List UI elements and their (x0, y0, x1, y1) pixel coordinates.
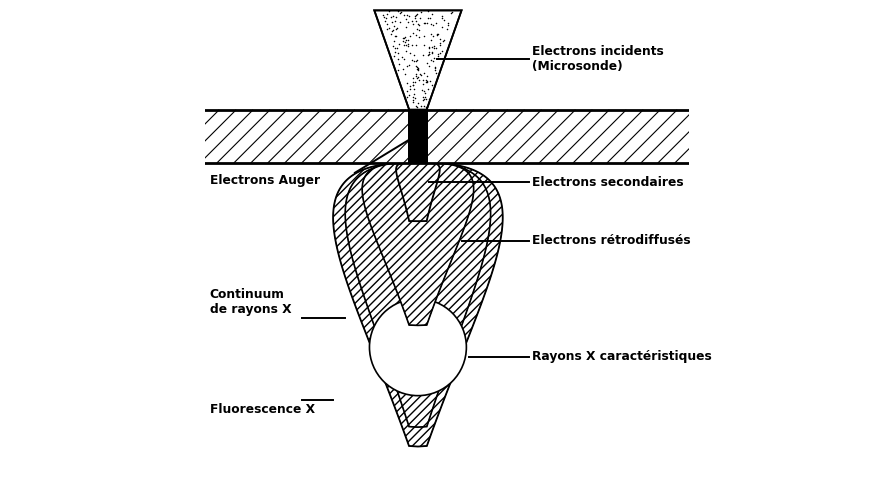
Polygon shape (396, 163, 440, 221)
Circle shape (369, 299, 467, 396)
Text: Electrons secondaires: Electrons secondaires (532, 176, 683, 189)
Text: Electrons rétrodiffusés: Electrons rétrodiffusés (532, 234, 690, 247)
Text: Electrons incidents
(Microsonde): Electrons incidents (Microsonde) (532, 45, 663, 73)
Polygon shape (375, 10, 461, 110)
Text: Fluorescence X: Fluorescence X (209, 403, 315, 416)
Polygon shape (362, 163, 474, 326)
Text: Rayons X caractéristiques: Rayons X caractéristiques (532, 350, 712, 364)
Text: Continuum
de rayons X: Continuum de rayons X (209, 288, 291, 316)
Text: Electrons Auger: Electrons Auger (209, 174, 320, 187)
Bar (205, 110, 689, 163)
Bar (409, 110, 427, 163)
Polygon shape (345, 163, 491, 427)
Polygon shape (333, 163, 502, 447)
